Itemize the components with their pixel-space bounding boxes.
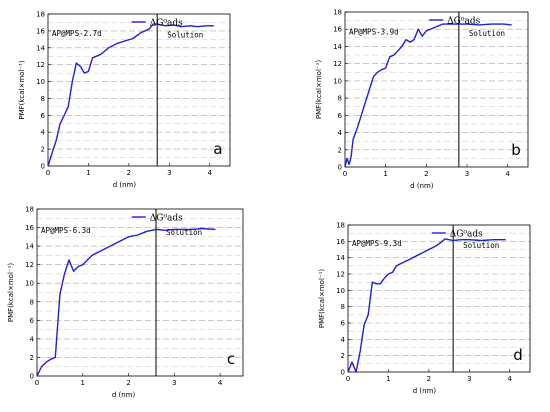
y-tick-label: 2 <box>30 354 34 362</box>
x-tick-label: 1 <box>86 169 90 177</box>
sample-annotation: AP@MPS-2.7d <box>52 29 102 38</box>
y-axis-label: PMF(kcal×mol⁻¹) <box>315 60 323 120</box>
x-tick-label: 3 <box>467 375 471 383</box>
y-tick-label: 0 <box>341 369 345 377</box>
y-tick-label: 4 <box>30 335 35 343</box>
x-tick-label: 1 <box>383 170 387 178</box>
y-tick-label: 12 <box>336 271 345 279</box>
x-axis-label: d (nm) <box>113 181 137 189</box>
y-axis-label: PMF(kcal×mol⁻¹) <box>18 60 26 120</box>
y-tick-label: 16 <box>333 26 342 34</box>
y-tick-label: 8 <box>338 95 342 103</box>
y-tick-label: 12 <box>36 61 45 69</box>
plot-frame <box>347 224 531 373</box>
plot-frame <box>47 13 231 167</box>
y-tick-label: 4 <box>41 129 46 137</box>
x-tick-label: 3 <box>465 170 469 178</box>
y-tick-label: 8 <box>30 298 34 306</box>
series-line <box>344 23 512 168</box>
y-tick-label: 2 <box>341 352 345 360</box>
x-tick-label: 4 <box>218 379 223 387</box>
y-tick-label: 0 <box>41 163 45 171</box>
y-tick-label: 2 <box>41 146 45 154</box>
y-tick-label: 18 <box>333 9 342 17</box>
y-tick-label: 16 <box>25 224 34 232</box>
y-tick-label: 16 <box>336 238 345 246</box>
y-tick-label: 6 <box>338 112 343 120</box>
series-line <box>36 227 216 377</box>
plot-frame <box>36 208 244 377</box>
x-tick-label: 1 <box>81 379 85 387</box>
y-tick-label: 18 <box>25 206 34 214</box>
region-label: Solution <box>463 241 499 250</box>
x-tick-label: 3 <box>167 169 171 177</box>
x-tick-label: 3 <box>172 379 176 387</box>
x-tick-label: 2 <box>427 375 431 383</box>
legend-label: ΔG⁰ads <box>447 17 480 27</box>
y-tick-label: 0 <box>338 164 342 172</box>
series-line <box>47 23 214 167</box>
x-tick-label: 0 <box>46 169 50 177</box>
x-tick-label: 0 <box>343 170 347 178</box>
y-tick-label: 18 <box>336 222 345 230</box>
x-tick-label: 4 <box>505 170 510 178</box>
y-tick-label: 6 <box>341 320 346 328</box>
y-tick-label: 6 <box>30 317 35 325</box>
y-tick-label: 2 <box>338 146 342 154</box>
region-label: Solution <box>469 29 505 38</box>
legend-label: ΔG⁰ads <box>150 214 183 224</box>
x-tick-label: 2 <box>424 170 428 178</box>
y-tick-label: 14 <box>36 44 45 52</box>
x-tick-label: 0 <box>35 379 39 387</box>
sample-annotation: AP@MPS-6.3d <box>41 226 91 235</box>
x-axis-label: d (nm) <box>413 387 437 395</box>
plot-frame <box>344 11 529 168</box>
x-tick-label: 1 <box>386 375 390 383</box>
region-label: Solution <box>166 228 202 237</box>
x-axis-label: d (nm) <box>410 182 434 190</box>
y-tick-label: 4 <box>338 129 343 137</box>
y-tick-label: 12 <box>333 60 342 68</box>
y-tick-label: 10 <box>25 280 34 288</box>
x-tick-label: 2 <box>127 169 131 177</box>
x-axis-label: d (nm) <box>112 391 136 399</box>
panel-letter: a <box>213 140 222 158</box>
y-tick-label: 10 <box>333 77 342 85</box>
x-tick-label: 4 <box>508 375 513 383</box>
y-tick-label: 8 <box>341 303 345 311</box>
y-tick-label: 10 <box>36 78 45 86</box>
y-tick-label: 4 <box>341 336 346 344</box>
sample-annotation: AP@MPS-3.9d <box>349 27 399 36</box>
series-line <box>347 238 506 373</box>
y-tick-label: 14 <box>333 43 342 51</box>
y-axis-label: PMF(kcal×mol⁻¹) <box>318 269 326 329</box>
x-tick-label: 2 <box>126 379 130 387</box>
panel-letter: b <box>511 141 521 159</box>
x-tick-label: 4 <box>208 169 213 177</box>
y-tick-label: 0 <box>30 373 34 381</box>
y-tick-label: 10 <box>336 287 345 295</box>
y-tick-label: 18 <box>36 11 45 19</box>
legend-label: ΔG⁰ads <box>450 230 483 240</box>
x-tick-label: 0 <box>346 375 350 383</box>
y-tick-label: 6 <box>41 112 46 120</box>
panel-letter: d <box>513 346 523 364</box>
y-tick-label: 14 <box>25 243 34 251</box>
panel-letter: c <box>227 350 235 368</box>
y-tick-label: 14 <box>336 254 345 262</box>
sample-annotation: AP@MPS-9.3d <box>352 239 402 248</box>
y-tick-label: 12 <box>25 261 34 269</box>
y-tick-label: 16 <box>36 27 45 35</box>
y-axis-label: PMF(kcal×mol⁻¹) <box>7 263 15 323</box>
region-label: Solution <box>167 31 203 40</box>
legend-label: ΔG⁰ads <box>150 19 183 29</box>
y-tick-label: 8 <box>41 95 45 103</box>
